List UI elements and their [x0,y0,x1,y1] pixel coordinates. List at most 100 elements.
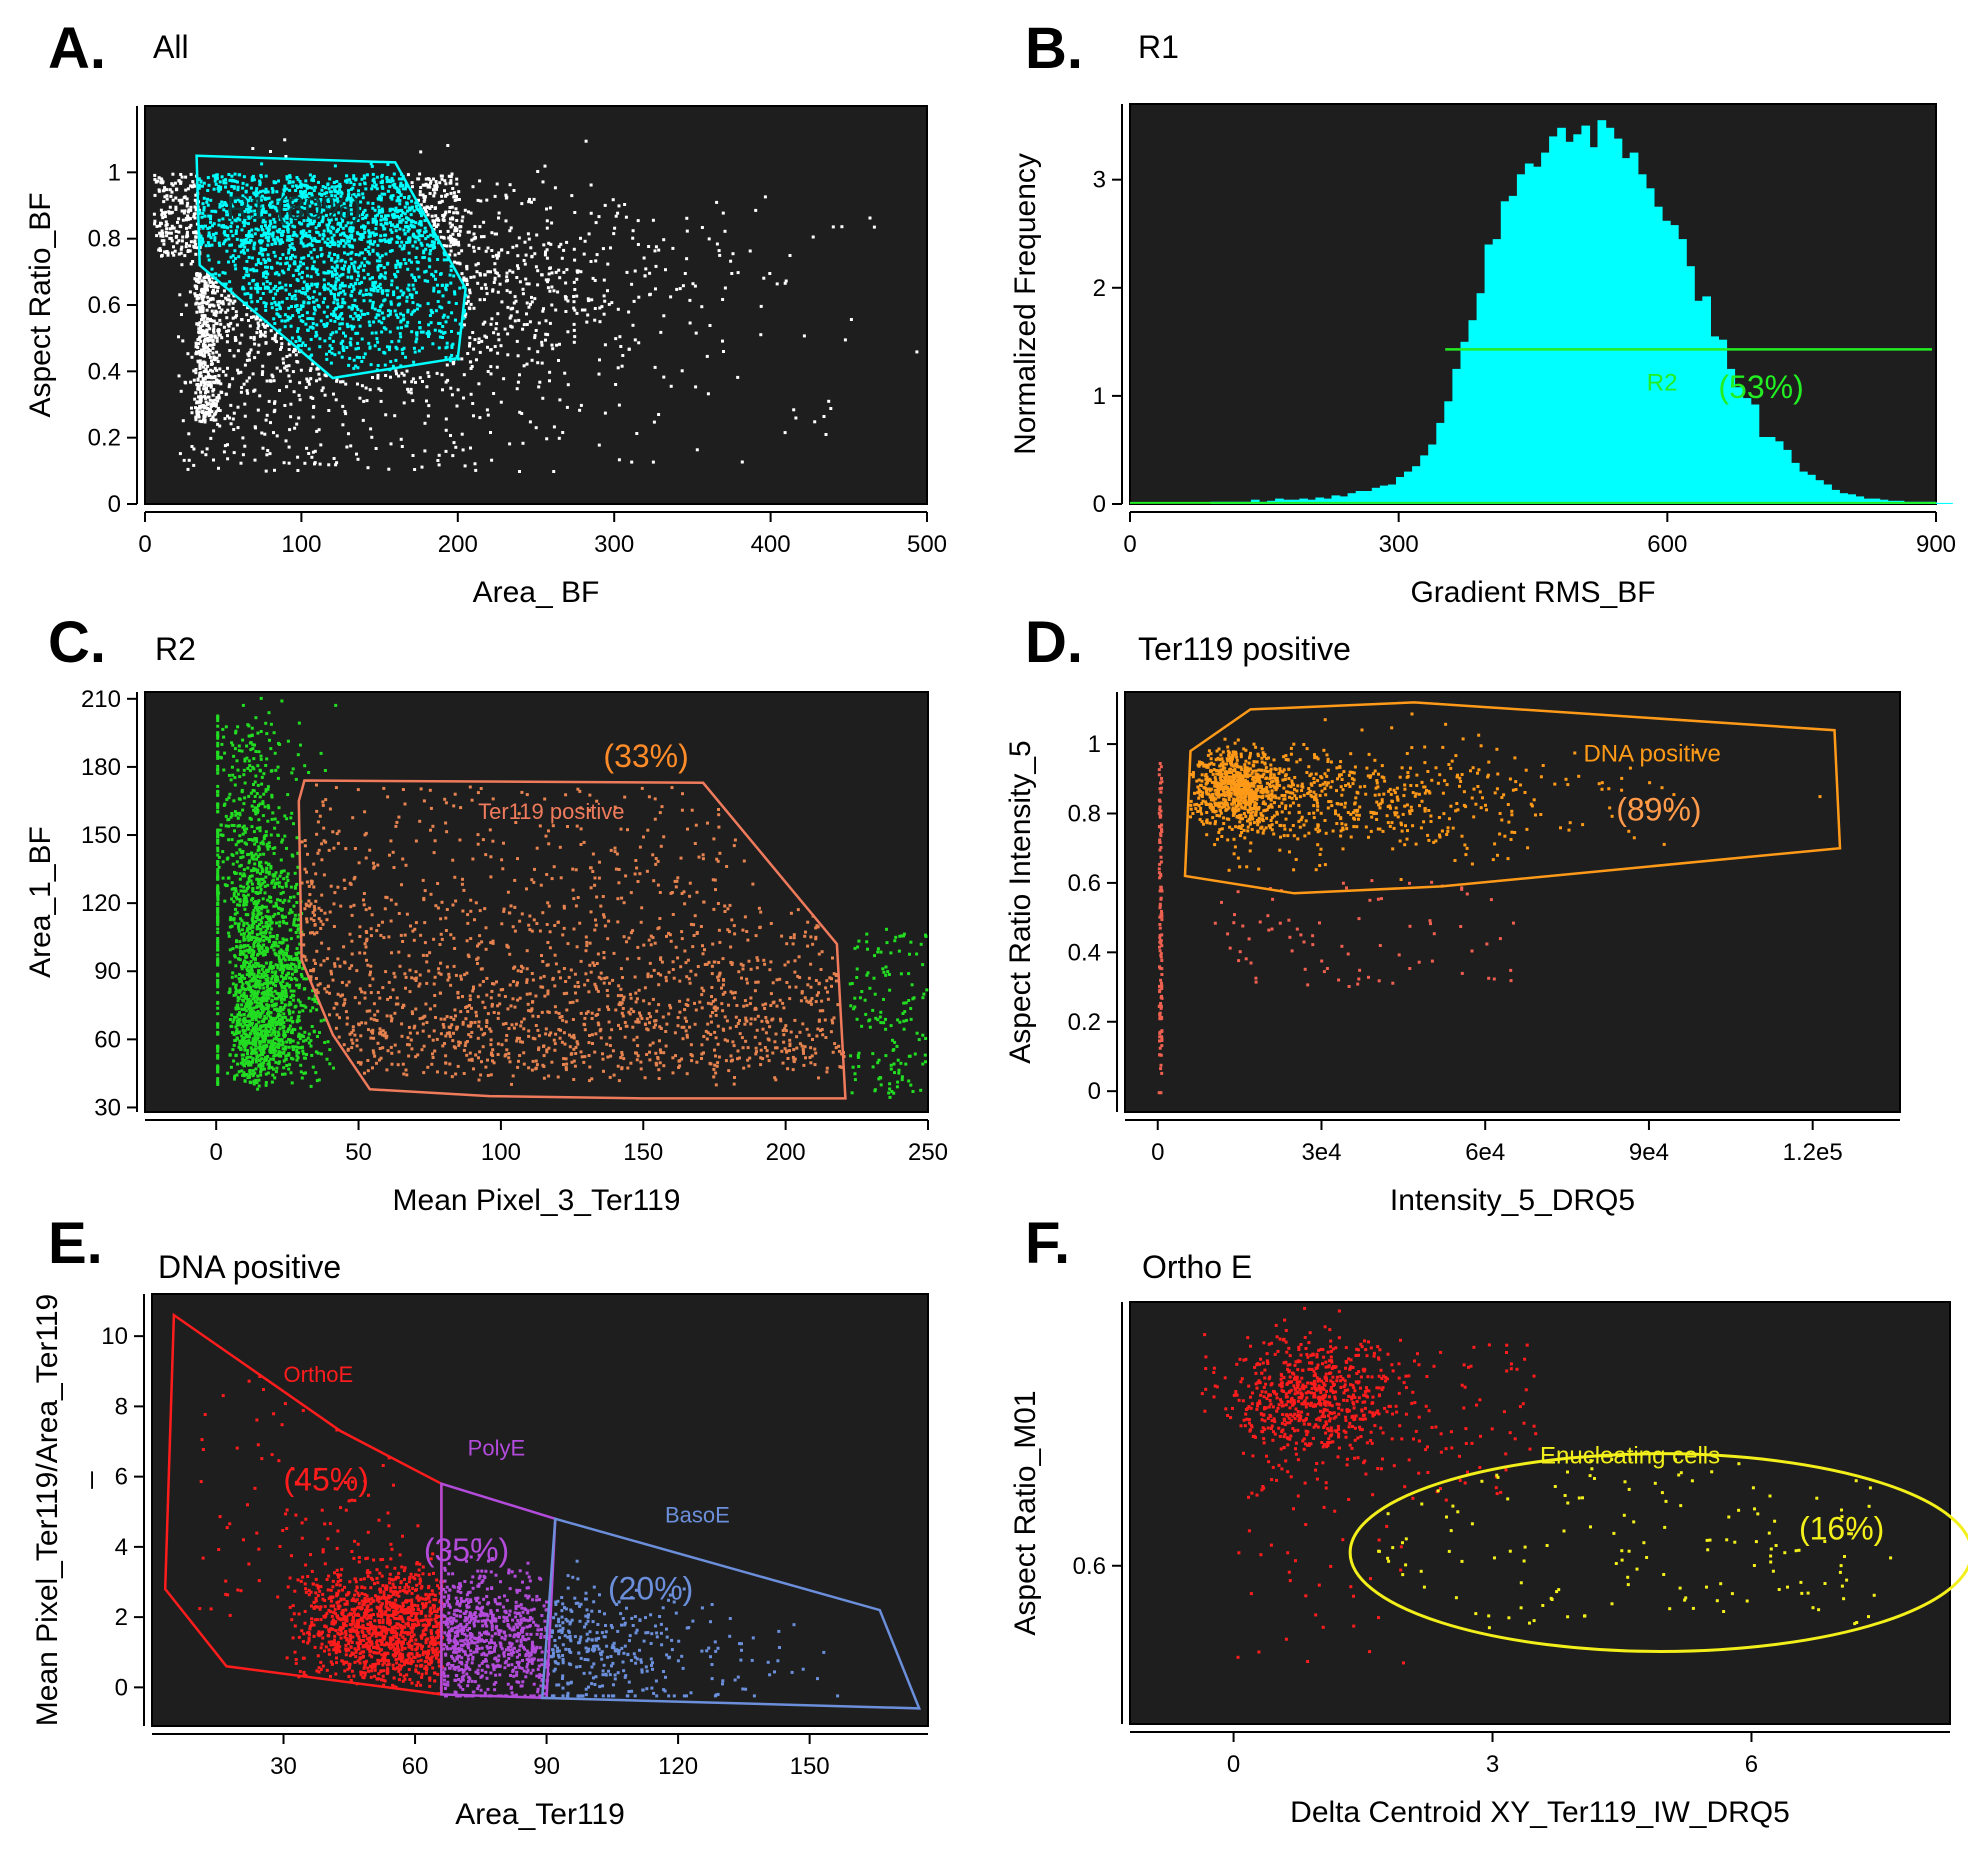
data-point [536,283,540,287]
data-point [175,241,179,245]
data-point [386,214,390,218]
data-point [254,957,257,961]
data-point [705,354,709,358]
data-point [293,426,297,430]
data-point [583,239,587,243]
data-point [418,234,422,238]
data-point [359,234,363,238]
data-point [273,989,277,993]
data-point [242,773,246,777]
data-point [209,384,213,388]
data-point [232,179,236,183]
data-point [288,1040,292,1044]
data-point [206,254,210,258]
data-point [564,297,568,301]
data-point [253,1031,256,1035]
data-point [306,287,310,291]
data-point [236,892,240,896]
data-point [432,234,436,238]
x-tick-label: 100 [481,1139,521,1166]
data-point [227,294,231,298]
data-point [616,307,620,311]
data-point [253,795,257,798]
data-point [245,389,249,393]
histogram-bar [1379,485,1389,504]
data-point [298,381,302,385]
data-point [236,999,240,1003]
data-point [443,213,447,217]
data-point [316,366,320,370]
data-point [184,188,188,192]
data-point [203,285,207,289]
histogram-bar [1678,239,1687,504]
data-point [439,174,443,178]
data-point [206,176,210,180]
data-point [318,377,322,381]
data-point [273,826,277,830]
data-point [283,325,287,329]
data-point [542,243,546,247]
data-point [457,233,461,237]
data-point [307,1032,311,1036]
data-point [386,293,389,297]
data-point [493,276,497,280]
histogram-bar [1645,188,1655,505]
data-point [278,920,282,924]
data-point [258,183,262,187]
data-point [254,1024,258,1028]
data-point [525,323,529,326]
data-point [251,992,255,996]
data-point [200,215,204,219]
data-point [222,242,225,246]
data-point [197,330,201,334]
data-point [273,1033,277,1037]
data-point [274,303,278,307]
data-point [464,277,468,281]
data-point [157,189,161,193]
data-point [335,259,339,263]
data-point [242,885,246,889]
data-point [242,1074,246,1078]
data-point [289,937,293,941]
data-point [377,263,381,267]
data-point [382,350,386,354]
data-point [312,219,316,223]
data-point [277,314,281,318]
data-point [334,316,338,319]
data-point [414,291,418,295]
data-point [410,206,414,210]
data-point [349,337,353,341]
data-point [198,419,202,423]
data-point [330,270,334,274]
data-point [211,291,215,295]
data-point [427,335,430,338]
data-point [244,1061,248,1065]
data-point [330,258,333,262]
data-point [232,1043,236,1047]
data-point [403,232,407,236]
data-point [173,249,177,253]
data-point [492,392,496,395]
data-point [264,875,268,879]
data-point [538,380,542,384]
data-point [294,198,298,202]
data-point [377,319,381,323]
data-point [318,233,322,237]
histogram-bar [1476,293,1486,504]
data-point [290,297,294,301]
data-point [240,928,244,932]
data-point [269,421,272,425]
data-point [200,318,203,322]
data-point [352,266,356,270]
data-point [441,315,445,319]
data-point [453,226,457,230]
data-point [335,379,339,383]
data-point [457,190,461,194]
data-point [226,1071,230,1075]
data-point [352,325,356,329]
data-point [236,217,240,221]
data-point [245,379,249,383]
data-point [201,202,205,206]
data-point [339,291,343,295]
data-point [199,243,203,246]
